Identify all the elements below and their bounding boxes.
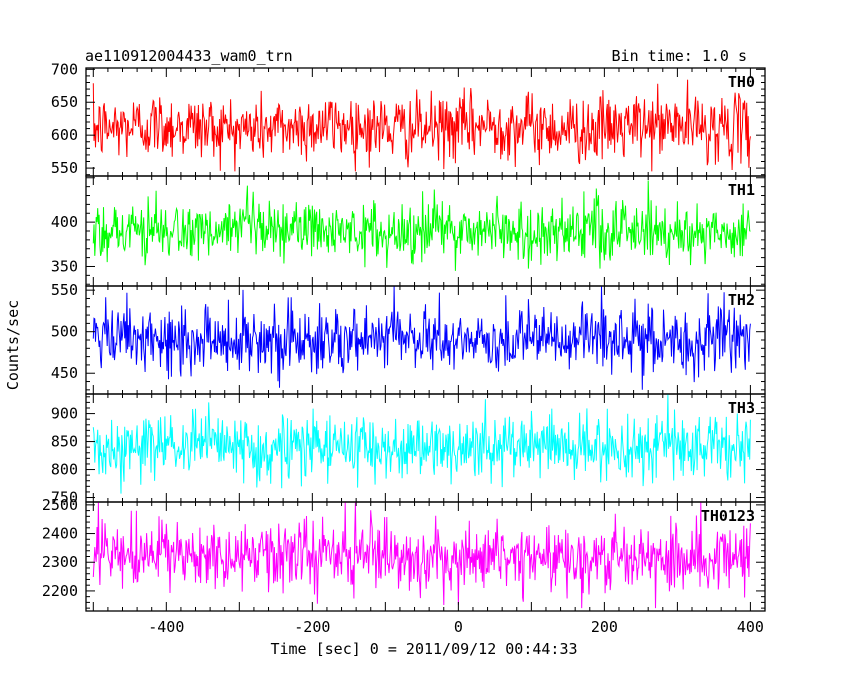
- x-tick-label: 200: [591, 618, 618, 636]
- y-tick-label: 400: [51, 213, 78, 231]
- y-tick-label: 900: [51, 405, 78, 423]
- x-axis: -400 -200 0 200 400: [148, 618, 764, 636]
- x-axis-label: Time [sec] 0 = 2011/09/12 00:44:33: [270, 640, 577, 658]
- panel-label-th1: TH1: [728, 181, 755, 199]
- panel-label-th2: TH2: [728, 291, 755, 309]
- y-tick-label: 550: [51, 159, 78, 177]
- y-tick-label: 450: [51, 364, 78, 382]
- x-tick-label: -400: [148, 618, 184, 636]
- y-tick-label: 800: [51, 461, 78, 479]
- y-tick-label: 600: [51, 126, 78, 144]
- panel-th1: 350 400 TH1: [51, 175, 766, 287]
- panel-label-th0123: TH0123: [701, 507, 755, 525]
- panels-group: 550 600 650 700 TH0 350 400 TH1 450 500 550 TH2 750 8…: [42, 60, 766, 612]
- y-tick-label: 700: [51, 60, 78, 78]
- bin-time-label: Bin time: 1.0 s: [612, 47, 747, 65]
- x-tick-label: 0: [454, 618, 463, 636]
- y-tick-label: 850: [51, 433, 78, 451]
- panel-th3: 750 800 850 900 TH3: [51, 393, 766, 507]
- panel-th0: 550 600 650 700 TH0: [51, 60, 766, 177]
- y-tick-label: 500: [51, 323, 78, 341]
- y-tick-label: 650: [51, 93, 78, 111]
- chart-title: ae110912004433_wam0_trn: [85, 47, 293, 65]
- y-tick-label: 550: [51, 281, 78, 299]
- x-tick-label: 400: [737, 618, 764, 636]
- y-tick-label: 2400: [42, 525, 78, 543]
- panel-th2: 450 500 550 TH2: [51, 281, 766, 395]
- panel-label-th3: TH3: [728, 399, 755, 417]
- y-tick-label: 2500: [42, 496, 78, 514]
- y-axis-label: Counts/sec: [4, 300, 22, 390]
- panel-label-th0: TH0: [728, 73, 755, 91]
- series-line-th2: [92, 286, 751, 390]
- series-line-th0123: [92, 502, 751, 609]
- y-tick-label: 350: [51, 257, 78, 275]
- panel-th0123: 2200 2300 2400 2500 TH0123: [42, 496, 766, 612]
- y-tick-label: 750: [51, 489, 78, 507]
- x-tick-label: -200: [294, 618, 330, 636]
- y-tick-label: 2300: [42, 553, 78, 571]
- series-line-th0: [92, 79, 751, 172]
- y-tick-label: 2200: [42, 582, 78, 600]
- series-line-th1: [92, 180, 751, 271]
- series-line-th3: [92, 394, 751, 494]
